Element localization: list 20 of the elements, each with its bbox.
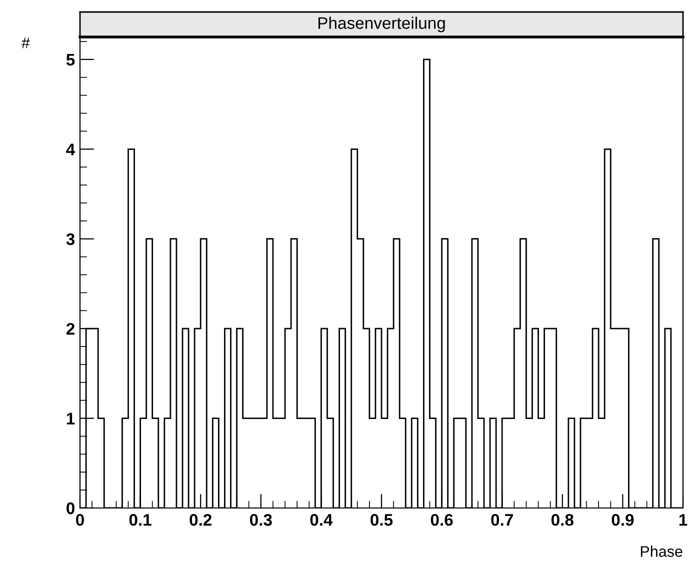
y-tick-label: 2 <box>66 322 74 335</box>
x-tick-label: 0.9 <box>612 514 634 526</box>
y-tick-label: 0 <box>66 502 74 514</box>
y-axis-title: # <box>22 38 30 48</box>
x-tick-label: 0.8 <box>551 514 574 526</box>
x-tick-label: 0.2 <box>190 514 212 526</box>
x-axis-title: Phase <box>640 546 682 557</box>
y-tick-label: 1 <box>66 412 75 424</box>
y-tick-label: 5 <box>66 54 75 66</box>
x-tick-label: 0.3 <box>250 514 272 526</box>
y-tick-label: 4 <box>66 144 76 156</box>
x-tick-label: 1 <box>679 514 688 526</box>
chart-title: Phasenverteilung <box>318 16 445 32</box>
x-tick-label: 0.5 <box>370 514 393 526</box>
x-tick-label: 0.4 <box>310 514 333 526</box>
x-tick-label: 0.1 <box>129 514 152 526</box>
x-tick-label: 0.6 <box>430 514 453 526</box>
x-tick-label: 0.7 <box>491 514 513 526</box>
y-tick-label: 3 <box>66 233 75 246</box>
x-tick-label: 0 <box>76 514 84 526</box>
